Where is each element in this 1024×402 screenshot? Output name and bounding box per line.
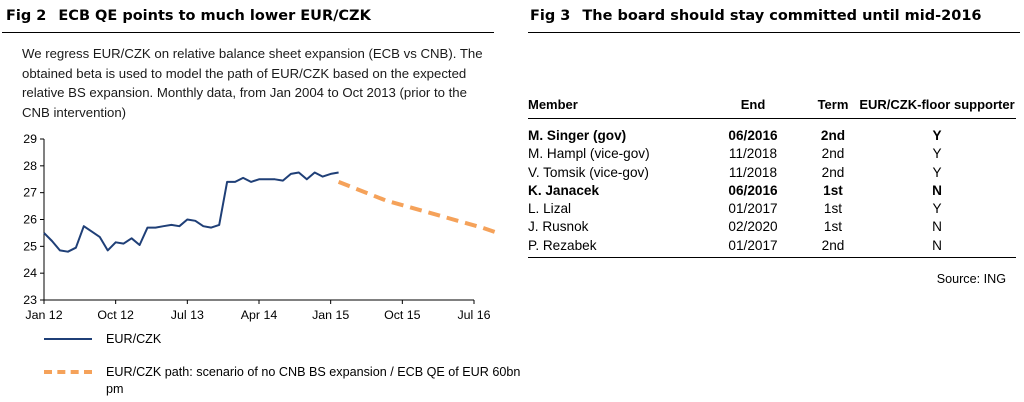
- legend-swatch-dashed: [44, 370, 92, 374]
- cell-term: 1st: [823, 182, 843, 198]
- cell-term: 1st: [823, 219, 843, 235]
- table-row: V. Tomsik (vice-gov) 11/2018 2nd Y: [528, 164, 1016, 182]
- cell-member: J. Rusnok: [528, 219, 589, 235]
- cell-member: V. Tomsik (vice-gov): [528, 164, 649, 180]
- cell-term: 2nd: [808, 236, 858, 259]
- table-row: M. Hampl (vice-gov) 11/2018 2nd Y: [528, 145, 1016, 163]
- table-row: P. Rezabek 01/2017 2nd N: [528, 236, 1016, 259]
- fig2-heading: ECB QE points to much lower EUR/CZK: [58, 8, 371, 24]
- x-tick-label: Jul 16: [457, 308, 490, 322]
- board-table-body: M. Singer (gov) 06/2016 2nd Y M. Hampl (vice…: [528, 119, 1016, 259]
- legend-label-eurczk: EUR/CZK: [106, 332, 162, 346]
- cell-end: 06/2016: [728, 128, 778, 143]
- y-tick-label: 24: [23, 266, 37, 280]
- cell-supporter: Y: [932, 128, 942, 143]
- board-members-table: Member End Term EUR/CZK-floor supporter …: [528, 96, 1016, 259]
- col-header-term: Term: [808, 96, 858, 119]
- cell-term: 2nd: [821, 146, 845, 162]
- table-row: K. Janacek 06/2016 1st N: [528, 182, 1016, 200]
- x-tick-label: Apr 14: [241, 308, 278, 322]
- y-tick-label: 26: [23, 213, 37, 227]
- cell-term: 2nd: [821, 164, 845, 180]
- chart-series: [43, 171, 500, 253]
- table-header-row: Member End Term EUR/CZK-floor supporter: [528, 96, 1016, 119]
- x-tick-label: Oct 12: [97, 308, 134, 322]
- y-tick-label: 29: [23, 132, 37, 146]
- cell-supporter: N: [858, 236, 1016, 259]
- fig2-title: Fig 2 ECB QE points to much lower EUR/CZK: [6, 8, 371, 24]
- cell-member: M. Hampl (vice-gov): [528, 146, 650, 162]
- cell-supporter: N: [932, 182, 942, 198]
- fig2-title-rule: [2, 32, 494, 33]
- cell-end: 01/2017: [728, 201, 778, 217]
- cell-end: 06/2016: [728, 182, 778, 198]
- x-tick-label: Jan 15: [312, 308, 349, 322]
- cell-member: P. Rezabek: [528, 236, 698, 259]
- legend-swatch-solid: [44, 338, 92, 340]
- cell-supporter: Y: [932, 201, 942, 217]
- col-header-supporter: EUR/CZK-floor supporter: [858, 96, 1016, 119]
- fig3-number: Fig 3: [530, 8, 571, 24]
- table-row: J. Rusnok 02/2020 1st N: [528, 218, 1016, 236]
- legend-label-scenario: EUR/CZK path: scenario of no CNB BS expa…: [106, 365, 521, 396]
- table-row: M. Singer (gov) 06/2016 2nd Y: [528, 119, 1016, 146]
- cell-supporter: N: [932, 219, 942, 235]
- x-tick-label: Jan 12: [25, 308, 62, 322]
- y-tick-label: 28: [23, 159, 37, 173]
- y-tick-label: 27: [23, 186, 37, 200]
- cell-supporter: Y: [932, 146, 942, 162]
- cell-term: 2nd: [820, 128, 846, 143]
- fig2-description: We regress EUR/CZK on relative balance s…: [22, 46, 483, 120]
- cell-end: 11/2018: [728, 164, 778, 180]
- fig3-title: Fig 3 The board should stay committed unt…: [530, 8, 982, 24]
- fig3-heading: The board should stay committed until mi…: [582, 8, 982, 24]
- cell-member: M. Singer (gov): [528, 128, 627, 143]
- cell-end: 11/2018: [728, 146, 778, 162]
- cell-member: K. Janacek: [528, 182, 600, 198]
- cell-term: 1st: [823, 201, 843, 217]
- x-tick-label: Oct 15: [384, 308, 421, 322]
- cell-supporter: Y: [932, 164, 942, 180]
- source-note: Source: ING: [936, 272, 1006, 286]
- cell-member: L. Lizal: [528, 201, 572, 217]
- col-header-member: Member: [528, 96, 698, 119]
- cell-end: 02/2020: [728, 219, 778, 235]
- y-tick-label: 23: [23, 293, 37, 307]
- table-row: L. Lizal 01/2017 1st Y: [528, 200, 1016, 218]
- cell-end: 01/2017: [698, 236, 808, 259]
- series-line-scenario: [337, 180, 500, 236]
- fig2-number: Fig 2: [6, 8, 47, 24]
- col-header-end: End: [698, 96, 808, 119]
- fig3-title-rule: [528, 32, 1020, 33]
- y-tick-label: 25: [23, 239, 37, 253]
- x-tick-label: Jul 13: [171, 308, 204, 322]
- series-line-eurczk: [43, 171, 339, 253]
